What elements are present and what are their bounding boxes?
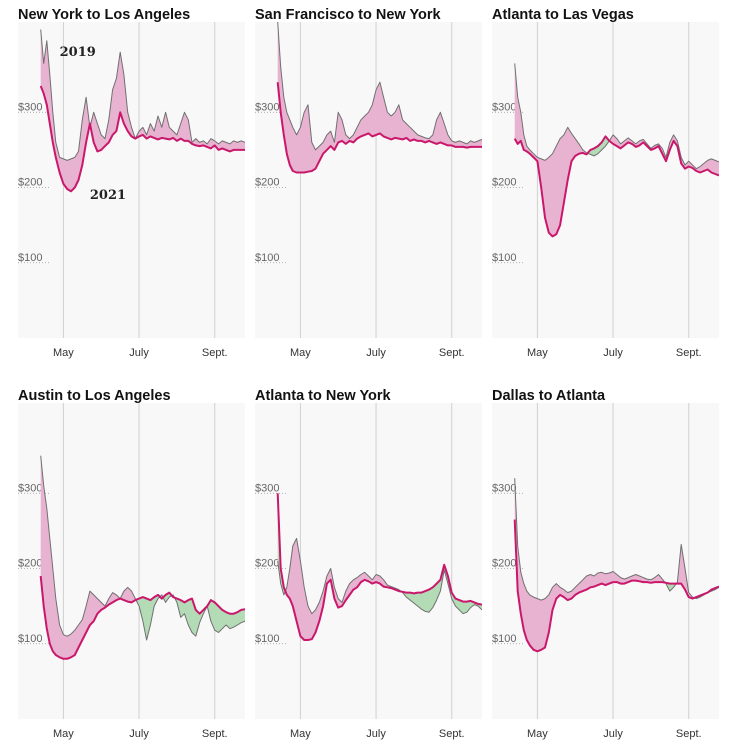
- x-tick-label: May: [53, 347, 74, 359]
- y-tick-label: $100: [18, 252, 42, 264]
- x-tick-label: July: [603, 728, 623, 740]
- series-2021-line: [39, 575, 245, 660]
- x-tick-label: May: [290, 728, 311, 740]
- x-tick-label: May: [290, 347, 311, 359]
- series-2021-line: [39, 85, 245, 193]
- x-tick-label: May: [53, 728, 74, 740]
- y-tick-label: $200: [18, 558, 42, 570]
- y-tick-label: $200: [492, 177, 516, 189]
- series-2021-line: [276, 82, 482, 174]
- x-tick-label: Sept.: [439, 347, 465, 359]
- x-tick-label: July: [603, 347, 623, 359]
- fare-difference-area: [163, 592, 172, 603]
- series-annotation: 2019: [60, 45, 96, 60]
- y-tick-label: $200: [255, 558, 279, 570]
- series-2021-line: [513, 135, 719, 238]
- panel-background: [255, 22, 482, 338]
- panel-title: Atlanta to Las Vegas: [492, 7, 634, 23]
- fare-difference-area: [40, 455, 136, 659]
- y-tick-label: $300: [492, 101, 516, 113]
- panel-title: Austin to Los Angeles: [18, 388, 171, 404]
- x-tick-label: Sept.: [676, 347, 702, 359]
- panel-background: [18, 22, 245, 338]
- fare-difference-area: [277, 493, 286, 595]
- y-tick-label: $100: [255, 252, 279, 264]
- panel-background: [255, 403, 482, 719]
- y-tick-label: $300: [255, 482, 279, 494]
- x-tick-label: May: [527, 728, 548, 740]
- y-tick-label: $100: [492, 252, 516, 264]
- fare-difference-area: [665, 582, 677, 592]
- y-tick-label: $200: [255, 177, 279, 189]
- y-tick-label: $300: [255, 101, 279, 113]
- route-panel: Austin to Los Angeles May July Sept. $100 $20…: [18, 388, 245, 740]
- series-annotation: 2021: [90, 188, 126, 203]
- panel-background: [492, 22, 719, 338]
- fare-difference-area: [285, 538, 402, 640]
- series-2019-line: [40, 29, 245, 161]
- y-tick-label: $300: [18, 101, 42, 113]
- series-2019-line: [40, 455, 245, 641]
- x-tick-label: July: [366, 347, 386, 359]
- route-panel: Atlanta to New York May July Sept. $100 $200 $…: [255, 388, 482, 740]
- x-tick-label: Sept.: [202, 728, 228, 740]
- x-tick-label: Sept.: [676, 728, 702, 740]
- route-panel: Atlanta to Las Vegas May July Sept. $100 $200…: [492, 7, 719, 359]
- y-tick-label: $100: [18, 633, 42, 645]
- y-tick-label: $300: [492, 482, 516, 494]
- route-panel: Dallas to Atlanta May July Sept. $100 $200 $30…: [492, 388, 719, 740]
- x-tick-label: July: [129, 347, 149, 359]
- x-tick-label: July: [129, 728, 149, 740]
- series-2019-line: [514, 63, 719, 170]
- panel-title: Dallas to Atlanta: [492, 388, 606, 404]
- panel-title: San Francisco to New York: [255, 7, 442, 23]
- series-2021-line: [513, 519, 719, 653]
- series-2021-line: [276, 493, 482, 641]
- series-2019-line: [277, 537, 482, 615]
- series-2019-line: [277, 22, 482, 151]
- route-panel: San Francisco to New York May July Sept. $10…: [255, 7, 482, 359]
- y-tick-label: $100: [255, 633, 279, 645]
- x-tick-label: Sept.: [439, 728, 465, 740]
- fare-difference-area: [40, 29, 90, 192]
- panel-title: New York to Los Angeles: [18, 7, 190, 23]
- x-tick-label: July: [366, 728, 386, 740]
- panel-title: Atlanta to New York: [255, 388, 392, 404]
- x-tick-label: Sept.: [202, 347, 228, 359]
- x-tick-label: May: [527, 347, 548, 359]
- y-tick-label: $200: [18, 177, 42, 189]
- fare-difference-area: [90, 52, 245, 152]
- panel-background: [18, 403, 245, 719]
- y-tick-label: $100: [492, 633, 516, 645]
- y-tick-label: $200: [492, 558, 516, 570]
- panel-background: [492, 403, 719, 719]
- fare-difference-area: [277, 22, 482, 173]
- series-2019-line: [514, 478, 719, 601]
- fare-difference-area: [207, 600, 245, 633]
- y-tick-label: $300: [18, 482, 42, 494]
- fare-difference-area: [174, 597, 208, 637]
- route-panel: New York to Los Angeles May July Sept. $100 $…: [18, 7, 245, 359]
